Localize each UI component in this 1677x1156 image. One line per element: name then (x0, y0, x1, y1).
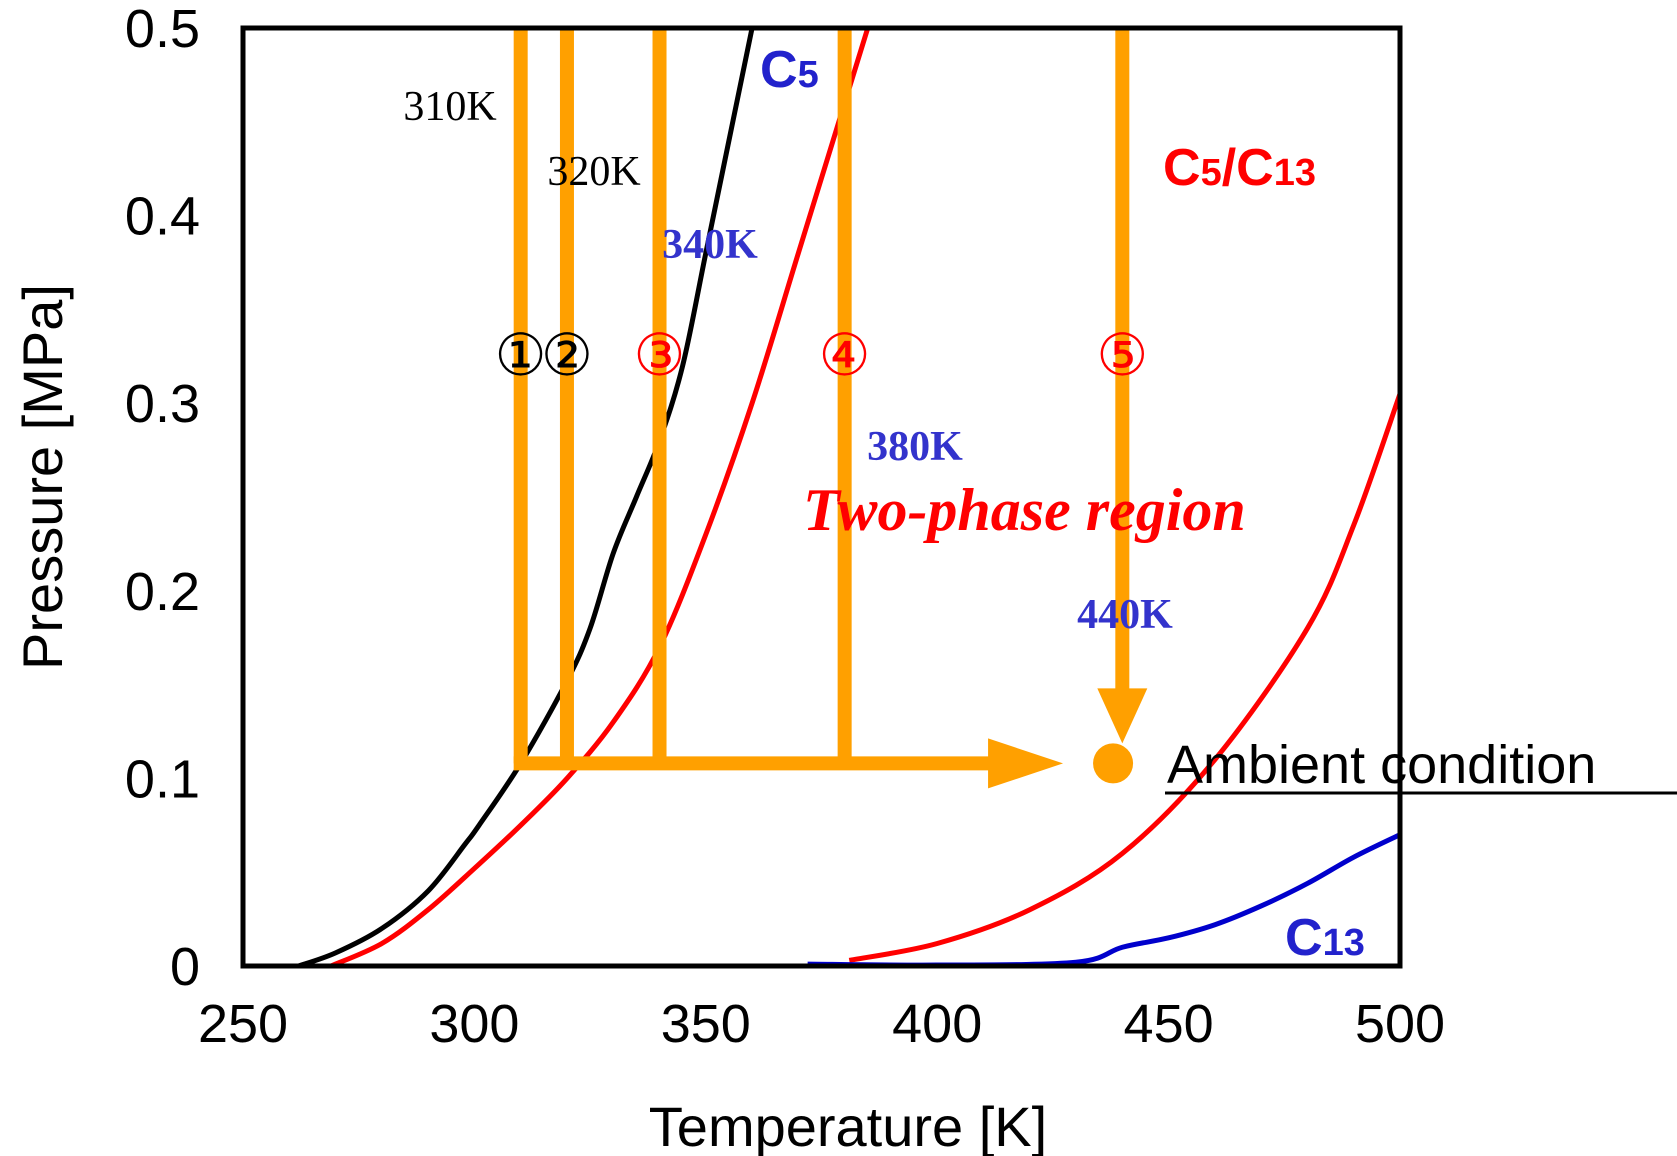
y-tick-label: 0.1 (125, 749, 200, 809)
path-number-label-5: ⑤ (1096, 321, 1148, 389)
path-number-label-2: ② (541, 321, 593, 389)
series-curve-2 (848, 392, 1400, 963)
path-number-label-4: ④ (819, 321, 871, 389)
y-tick-label: 0.2 (125, 562, 200, 622)
x-tick-label: 450 (1124, 994, 1214, 1054)
x-tick-label: 400 (892, 994, 982, 1054)
process-path-layer (513, 28, 1148, 789)
path-number-label-1: ① (495, 321, 547, 389)
arrowhead-down-icon (1097, 688, 1148, 744)
mix-label-slash: /C (1222, 139, 1274, 197)
mix-label-b-sub: 13 (1274, 152, 1316, 194)
y-tick-label: 0.5 (125, 0, 200, 59)
path-temperature-label-3: 340K (662, 222, 758, 268)
y-axis-label: Pressure [MPa] (11, 284, 74, 670)
two-phase-region-label: Two-phase region (803, 477, 1246, 543)
mixture-series-label: C5/C13 (1163, 139, 1316, 197)
x-tick-label: 500 (1355, 994, 1445, 1054)
y-tick-labels: 0 0.1 0.2 0.3 0.4 0.5 (125, 0, 200, 997)
path-label-layer: 310K ① 320K ② 340K ③ 380K ④ 440K ⑤ (403, 84, 1173, 638)
path-temperature-label-2: 320K (547, 149, 640, 195)
c5-label-sub: 5 (798, 54, 819, 96)
x-tick-label: 250 (198, 994, 288, 1054)
ambient-condition-label: Ambient condition (1167, 735, 1596, 795)
y-tick-label: 0.4 (125, 187, 200, 247)
path-temperature-label-1: 310K (403, 84, 496, 130)
x-tick-label: 350 (661, 994, 751, 1054)
mix-label-a: C (1163, 139, 1201, 197)
series-curve-0 (297, 28, 755, 966)
x-tick-labels: 250 300 350 400 450 500 (198, 994, 1445, 1054)
c5-series-label: C5 (760, 41, 819, 99)
path-temperature-label-4: 380K (867, 424, 963, 470)
c13-series-label: C13 (1285, 909, 1365, 967)
ambient-condition-marker (1093, 743, 1134, 784)
c13-label-main: C (1285, 909, 1323, 967)
c13-label-sub: 13 (1323, 922, 1365, 964)
c5-label-main: C (760, 41, 798, 99)
path-temperature-label-5: 440K (1077, 592, 1173, 638)
path-number-label-3: ③ (634, 321, 686, 389)
x-tick-label: 300 (429, 994, 519, 1054)
y-tick-label: 0 (170, 937, 200, 997)
mix-label-a-sub: 5 (1201, 152, 1222, 194)
plot-frame (240, 25, 1403, 969)
y-tick-label: 0.3 (125, 374, 200, 434)
x-axis-label: Temperature [K] (649, 1095, 1047, 1156)
arrowhead-right-icon (988, 738, 1064, 789)
